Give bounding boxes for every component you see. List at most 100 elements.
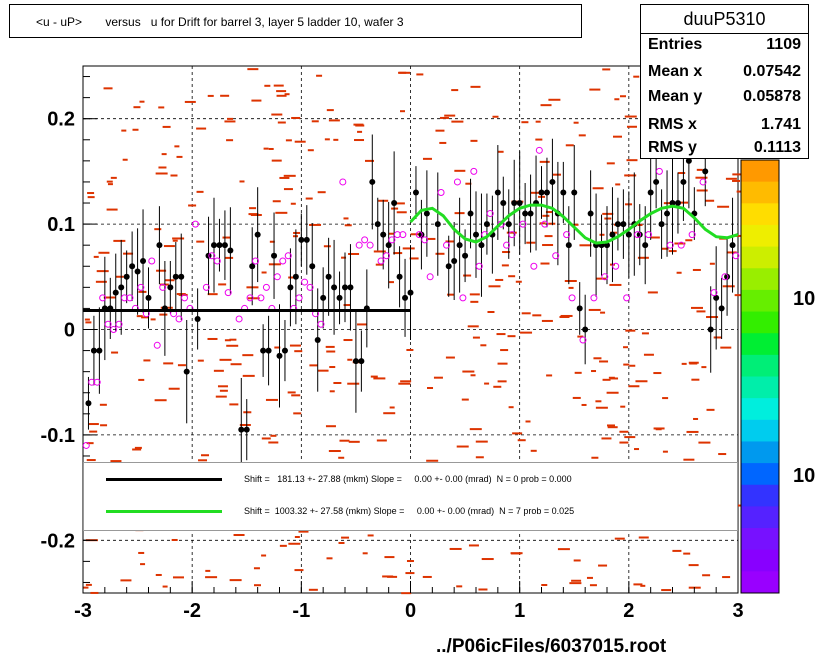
histogram-cell [242, 354, 254, 357]
profile-marker [535, 146, 543, 154]
histogram-cell [103, 87, 113, 90]
profile-marker [399, 231, 407, 239]
histogram-cell [456, 585, 463, 588]
histogram-cell [317, 191, 326, 194]
histogram-cell [591, 456, 599, 459]
histogram-cell [383, 412, 396, 415]
histogram-cell [348, 252, 360, 255]
profile-point [407, 289, 414, 296]
histogram-cell [696, 310, 706, 313]
histogram-cell [578, 134, 586, 137]
stats-label: RMS x [648, 116, 697, 133]
profile-marker [93, 378, 101, 386]
histogram-cell [230, 363, 242, 366]
histogram-cell [604, 217, 612, 220]
histogram-cell [339, 439, 350, 442]
histogram-cell [589, 584, 597, 587]
histogram-cell [229, 403, 239, 406]
profile-point [664, 210, 671, 217]
histogram-cell [388, 232, 394, 235]
histogram-cell [589, 88, 601, 91]
histogram-cell [641, 332, 649, 335]
profile-point [658, 221, 665, 228]
histogram-cell [470, 374, 476, 377]
histogram-cell [405, 572, 415, 575]
profile-marker [655, 167, 663, 175]
profile-point [227, 247, 234, 254]
histogram-cell [274, 346, 281, 349]
profile-point [576, 305, 583, 312]
palette-cell [741, 224, 779, 248]
histogram-cell [706, 408, 715, 411]
histogram-cell [219, 358, 232, 361]
profile-marker [301, 278, 309, 286]
profile-point [358, 358, 365, 365]
profile-point [385, 242, 392, 249]
histogram-cell [341, 256, 347, 259]
histogram-cell [93, 255, 99, 258]
palette-cell [741, 333, 779, 356]
histogram-cell [623, 346, 629, 349]
histogram-cell [272, 200, 281, 203]
profile-point [718, 305, 725, 312]
histogram-cell [84, 318, 90, 321]
histogram-cell [110, 176, 117, 179]
histogram-cell [600, 311, 606, 314]
histogram-cell [107, 183, 113, 186]
profile-point [265, 347, 272, 354]
histogram-cell [196, 190, 204, 193]
histogram-cell [233, 534, 245, 537]
histogram-cell [493, 385, 502, 388]
profile-marker [552, 252, 560, 260]
histogram-cell [161, 153, 167, 156]
palette-frame [740, 159, 780, 594]
palette-cell [741, 419, 779, 442]
histogram-cell [478, 588, 488, 591]
histogram-cell [224, 120, 236, 123]
histogram-cell [220, 94, 230, 97]
histogram-cell [293, 231, 301, 234]
profile-point [462, 252, 469, 259]
histogram-cell [365, 159, 375, 162]
histogram-cell [362, 552, 368, 555]
histogram-cell [650, 236, 660, 239]
histogram-cell [328, 450, 341, 453]
histogram-cell [569, 582, 582, 585]
profile-marker [115, 320, 123, 328]
profile-point [238, 426, 245, 433]
histogram-cell [265, 398, 278, 401]
profile-point [456, 242, 463, 249]
palette-cell [741, 484, 779, 507]
histogram-cell [626, 159, 638, 162]
legend-text-2: Shift = 1003.32 +- 27.58 (mkm) Slope = 0… [244, 506, 575, 516]
histogram-cell [164, 279, 175, 282]
histogram-cell [155, 573, 162, 576]
stats-value: 0.05878 [743, 88, 801, 105]
histogram-cell [196, 240, 205, 243]
histogram-cell [283, 188, 293, 191]
histogram-cell [229, 338, 237, 341]
histogram-cell [269, 240, 275, 243]
histogram-cell [683, 458, 695, 461]
histogram-cell [625, 329, 636, 332]
histogram-cell [121, 129, 127, 132]
histogram-cell [653, 372, 662, 375]
histogram-cell [445, 356, 455, 359]
histogram-cell [95, 280, 107, 283]
profile-point [112, 289, 119, 296]
profile-marker [579, 336, 587, 344]
histogram-cell [268, 147, 274, 150]
histogram-cell [382, 575, 394, 578]
histogram-cell [373, 377, 386, 380]
histogram-cell [462, 370, 475, 373]
x-tick-label: 1 [514, 600, 525, 622]
profile-point [243, 426, 250, 433]
histogram-cell [261, 554, 267, 557]
histogram-cell [338, 456, 345, 459]
histogram-cell [143, 359, 151, 362]
histogram-cell [150, 318, 156, 321]
histogram-cell [270, 434, 277, 437]
profile-point [156, 242, 163, 249]
profile-point [336, 294, 343, 301]
histogram-cell [406, 348, 414, 351]
